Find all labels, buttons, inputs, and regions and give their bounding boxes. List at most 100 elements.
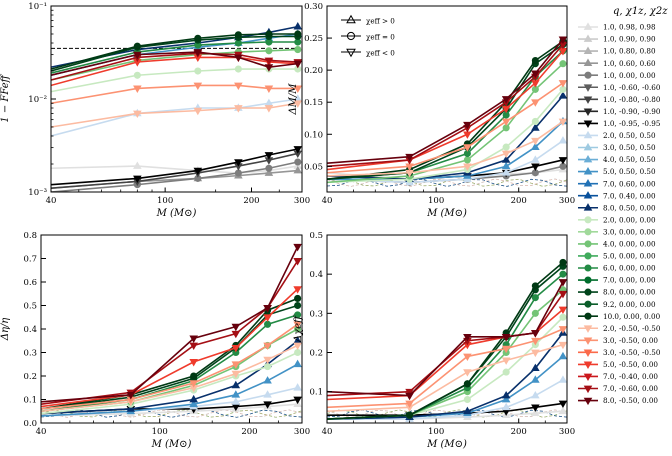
series bbox=[327, 341, 567, 413]
legend-label: 1.0, -0.80, -0.80 bbox=[603, 95, 661, 104]
series bbox=[41, 321, 302, 410]
data-point bbox=[264, 64, 274, 72]
data-point bbox=[189, 335, 198, 344]
legend-marker bbox=[583, 325, 593, 333]
series bbox=[327, 41, 567, 168]
series-line bbox=[51, 68, 298, 93]
legend-label: 7.0, -0.40, 0.00 bbox=[603, 372, 658, 381]
legend-label: 8.0, -0.50, 0.00 bbox=[603, 396, 658, 405]
series bbox=[327, 136, 567, 186]
legend-label: 1.0, -0.90, -0.90 bbox=[603, 107, 661, 116]
data-point bbox=[531, 99, 540, 107]
y-tick-label: 0.10 bbox=[304, 130, 323, 140]
legend-label: 1.0, 0.90, 0.90 bbox=[603, 35, 656, 44]
data-point bbox=[293, 342, 302, 351]
data-point bbox=[293, 383, 302, 391]
data-point bbox=[531, 155, 540, 163]
legend-label: 3.0, -0.50, -0.50 bbox=[603, 348, 661, 357]
legend-marker bbox=[583, 397, 593, 406]
data-point bbox=[558, 36, 567, 44]
data-point bbox=[463, 163, 472, 171]
series-line bbox=[327, 343, 564, 413]
series bbox=[327, 85, 567, 184]
data-point bbox=[558, 400, 567, 409]
data-point bbox=[263, 342, 272, 351]
legend-label: 7.0, 0.60, 0.00 bbox=[603, 179, 656, 188]
series-line bbox=[41, 351, 298, 415]
legend-label: 7.0, 0.00, 0.00 bbox=[603, 276, 656, 285]
plot-area bbox=[327, 36, 567, 187]
legend-marker bbox=[583, 179, 593, 187]
series bbox=[51, 30, 302, 70]
data-point bbox=[193, 167, 203, 176]
data-point bbox=[463, 369, 472, 377]
data-point bbox=[293, 243, 302, 252]
legend-item: 1.0, 0.98, 0.98 bbox=[578, 22, 656, 32]
series-line bbox=[51, 35, 298, 72]
legend-label: 3.0, 0.00, 0.00 bbox=[603, 227, 656, 236]
x-tick-label: 100 bbox=[428, 427, 444, 437]
data-point bbox=[558, 406, 567, 415]
data-point bbox=[263, 376, 272, 384]
y-tick-label: 0.4 bbox=[23, 325, 37, 335]
data-point bbox=[501, 357, 511, 365]
legend-marker bbox=[583, 373, 593, 382]
y-tick-label: 0.6 bbox=[23, 278, 37, 288]
legend-marker bbox=[584, 240, 592, 248]
series-line bbox=[327, 88, 564, 184]
data-point bbox=[265, 30, 273, 38]
data-point bbox=[531, 363, 540, 372]
data-point bbox=[265, 47, 273, 55]
x-axis-label: M (M⊙) bbox=[151, 439, 192, 450]
legend-marker bbox=[584, 288, 592, 296]
series-line bbox=[327, 82, 564, 174]
panel-deta: 40 100 200 300 0.0 0.1 0.2 0.3 0.4 0.5 0.6 0.7 0.8 M … bbox=[0, 231, 310, 450]
legend-label: 3.0, 0.50, 0.50 bbox=[603, 143, 656, 152]
data-point bbox=[406, 411, 414, 419]
legend-item: 1.0, 0.90, 0.90 bbox=[578, 34, 656, 44]
y-tick-label: 0.0 bbox=[23, 419, 37, 429]
data-point bbox=[133, 42, 141, 50]
legend-item: 3.0, 0.00, 0.00 bbox=[578, 227, 656, 236]
plot-area bbox=[41, 243, 302, 418]
series bbox=[51, 38, 302, 74]
series bbox=[51, 49, 302, 77]
y-tick-label: 0.4 bbox=[309, 270, 323, 280]
data-point bbox=[293, 85, 302, 94]
data-point bbox=[463, 144, 472, 152]
series-line bbox=[41, 344, 298, 413]
data-point bbox=[558, 136, 567, 144]
data-point bbox=[558, 290, 567, 299]
legend-marker bbox=[584, 252, 592, 260]
series-line bbox=[41, 323, 299, 410]
data-point bbox=[133, 71, 141, 79]
legend-label: 7.0, 0.40, 0.00 bbox=[603, 191, 656, 200]
data-point bbox=[293, 396, 302, 405]
x-tick-label: 300 bbox=[559, 196, 575, 206]
legend-label: 1.0, 0.00, 0.00 bbox=[603, 71, 656, 80]
data-point bbox=[293, 286, 302, 294]
legend-item: 5.0, 0.50, 0.50 bbox=[578, 166, 656, 176]
legend-marker bbox=[583, 34, 593, 42]
series-line bbox=[327, 95, 564, 180]
data-point bbox=[193, 49, 203, 57]
data-point bbox=[189, 380, 198, 388]
data-point bbox=[133, 85, 142, 94]
series-line bbox=[41, 260, 299, 405]
y-tick-label: 0.8 bbox=[23, 231, 37, 241]
legend-item: 8.0, 0.00, 0.00 bbox=[578, 288, 656, 297]
data-point bbox=[558, 351, 567, 360]
legend-item: 4.0, 0.50, 0.50 bbox=[578, 154, 656, 164]
legend-header: q, χ1z, χ2z bbox=[613, 6, 668, 17]
legend-item: 1.0, -0.60, -0.60 bbox=[578, 83, 661, 92]
legend-marker bbox=[584, 264, 592, 272]
series bbox=[327, 326, 567, 409]
y-tick-label: 0.1 bbox=[309, 388, 323, 398]
legend-item: 8.0, 0.50, 0.00 bbox=[578, 203, 656, 212]
data-point bbox=[264, 85, 274, 94]
axes-frame bbox=[326, 5, 568, 193]
data-point bbox=[294, 46, 302, 54]
data-point bbox=[293, 146, 302, 154]
legend-marker bbox=[583, 166, 593, 175]
legend-marker bbox=[583, 108, 593, 116]
